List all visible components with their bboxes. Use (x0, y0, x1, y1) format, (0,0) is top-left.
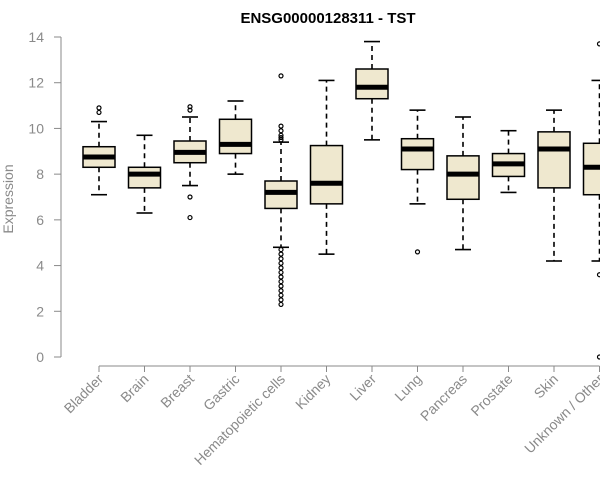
box-5 (264, 73, 298, 308)
box-body (400, 137, 435, 171)
x-tick-label: Gastric (200, 371, 243, 414)
box-4 (218, 100, 253, 175)
box-3 (173, 104, 207, 221)
x-tick-label: Liver (346, 371, 379, 404)
box-7 (355, 40, 389, 141)
y-tick-label: 4 (36, 258, 44, 274)
box-9 (446, 116, 480, 251)
box-body (127, 166, 162, 189)
outlier-point (278, 288, 284, 294)
x-tick-label: Bladder (61, 371, 107, 417)
outlier-point (278, 260, 284, 266)
box-2 (127, 134, 162, 214)
box-body (355, 68, 389, 100)
outlier-point (278, 283, 284, 289)
outlier-point (278, 137, 284, 143)
box-6 (309, 79, 344, 255)
y-axis: 0 2 4 6 8 10 12 14 (28, 29, 62, 365)
box-11 (537, 109, 571, 262)
x-tick-label: Skin (531, 371, 562, 402)
x-tick-label: Unknown / Other (521, 371, 600, 457)
box-body (537, 131, 571, 189)
x-tick-label: Prostate (467, 371, 515, 419)
box-12 (582, 41, 600, 360)
y-axis-label: Expression (0, 164, 16, 233)
y-tick-label: 8 (36, 166, 44, 182)
plot-area (82, 40, 600, 360)
outlier-point (278, 256, 284, 262)
box-body (446, 155, 480, 201)
x-tick-label: Breast (157, 371, 197, 411)
outlier-point (278, 297, 284, 303)
box-8 (400, 109, 435, 255)
outlier-point (278, 128, 284, 134)
box-body (309, 144, 344, 205)
box-body (218, 118, 253, 155)
outlier-point (278, 301, 284, 308)
outlier-point (187, 214, 193, 221)
outlier-point (278, 278, 284, 285)
y-tick-label: 10 (28, 120, 44, 136)
box-10 (491, 129, 526, 194)
outlier-point (278, 269, 284, 276)
y-tick-label: 6 (36, 212, 44, 228)
outlier-point (96, 105, 102, 111)
outlier-point (187, 104, 193, 110)
outlier-point (187, 194, 193, 200)
y-tick-label: 14 (28, 29, 44, 45)
y-tick-label: 12 (28, 75, 44, 91)
x-tick-label: Lung (391, 371, 424, 404)
outlier-point (278, 292, 284, 298)
outlier-point (414, 249, 421, 255)
x-tick-label: Kidney (292, 371, 334, 413)
outlier-point (278, 251, 284, 257)
x-tick-label: Pancreas (417, 371, 470, 424)
y-tick-label: 0 (36, 349, 44, 365)
x-tick-label: Brain (117, 371, 151, 405)
outlier-point (278, 73, 284, 79)
outlier-point (278, 265, 284, 271)
outlier-point (278, 274, 284, 280)
outlier-point (96, 109, 102, 116)
box-1 (82, 105, 116, 196)
y-tick-label: 2 (36, 303, 44, 319)
outlier-point (278, 246, 284, 253)
outlier-point (278, 123, 284, 129)
chart-title: ENSG00000128311 - TST (240, 10, 415, 27)
x-tick-label: Hematopoietic cells (191, 371, 288, 468)
outlier-point (278, 134, 284, 141)
